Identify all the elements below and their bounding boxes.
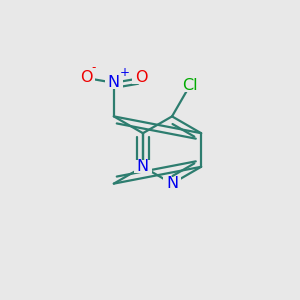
Text: N: N bbox=[166, 176, 178, 191]
FancyBboxPatch shape bbox=[105, 76, 123, 89]
FancyBboxPatch shape bbox=[175, 80, 205, 92]
Text: O: O bbox=[135, 70, 148, 86]
Text: O: O bbox=[80, 70, 92, 86]
Text: N: N bbox=[137, 159, 149, 174]
FancyBboxPatch shape bbox=[163, 177, 181, 190]
FancyBboxPatch shape bbox=[134, 160, 152, 173]
Text: +: + bbox=[120, 65, 130, 79]
Text: N: N bbox=[108, 75, 120, 90]
FancyBboxPatch shape bbox=[77, 72, 95, 84]
Text: -: - bbox=[91, 61, 95, 74]
Text: Cl: Cl bbox=[182, 78, 197, 93]
FancyBboxPatch shape bbox=[132, 72, 151, 84]
